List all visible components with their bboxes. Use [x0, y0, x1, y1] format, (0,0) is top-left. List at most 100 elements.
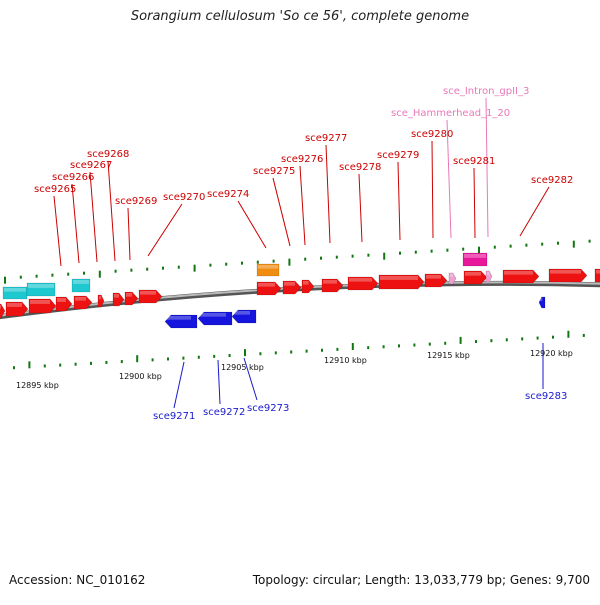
- gene-highlight: [550, 270, 581, 274]
- gene-highlight: [323, 280, 337, 284]
- leader-line: [358, 173, 363, 243]
- gene-highlight: [504, 271, 533, 275]
- ncrna-feature-arrow[interactable]: [485, 270, 493, 283]
- gene-label[interactable]: sce9275: [253, 166, 295, 177]
- leader-line: [107, 160, 116, 262]
- forward-gene-arrow[interactable]: [55, 296, 73, 312]
- ncrna-feature-arrow[interactable]: [448, 272, 457, 285]
- forward-gene-arrow[interactable]: [112, 292, 125, 307]
- genome-title: Sorangium cellulosum 'So ce 56', complet…: [130, 9, 470, 24]
- forward-gene-arrow[interactable]: [28, 298, 57, 314]
- gene-highlight: [426, 275, 441, 279]
- forward-gene-arrow[interactable]: [378, 274, 425, 290]
- gene-label[interactable]: sce9276: [281, 154, 323, 165]
- forward-gene-arrow[interactable]: [97, 294, 105, 308]
- gene-label[interactable]: sce9270: [163, 192, 205, 203]
- gene-highlight: [233, 311, 250, 315]
- feature-highlight: [73, 280, 89, 284]
- gene-label[interactable]: sce9268: [87, 149, 129, 160]
- leader-line: [127, 207, 131, 261]
- reverse-gene-arrow[interactable]: [197, 311, 233, 326]
- scale-label: 12920 kbp: [530, 349, 573, 358]
- leader-line: [299, 165, 306, 246]
- reverse-gene-arrow[interactable]: [538, 296, 546, 309]
- forward-gene-arrow[interactable]: [502, 269, 540, 284]
- feature-track: [0, 252, 600, 329]
- leader-line: [272, 177, 291, 247]
- gene-label[interactable]: sce9277: [305, 133, 347, 144]
- forward-gene-arrow[interactable]: [138, 289, 163, 304]
- forward-gene-arrow[interactable]: [0, 303, 6, 319]
- leader-line: [237, 200, 267, 249]
- feature-highlight: [28, 284, 54, 288]
- leader-line: [519, 186, 550, 237]
- gene-highlight: [465, 272, 481, 276]
- orange-feature[interactable]: [256, 263, 280, 277]
- gene-label[interactable]: sce9278: [339, 162, 381, 173]
- gene-label[interactable]: sce9282: [531, 175, 573, 186]
- reverse-gene-arrow[interactable]: [164, 314, 198, 329]
- gene-highlight: [114, 294, 120, 298]
- gene-label[interactable]: sce9272: [203, 407, 245, 418]
- gene-label[interactable]: sce9269: [115, 196, 157, 207]
- gene-label[interactable]: sce9274: [207, 189, 249, 200]
- forward-gene-arrow[interactable]: [594, 268, 600, 283]
- forward-gene-arrow[interactable]: [548, 268, 588, 283]
- feature-highlight: [4, 288, 26, 292]
- leader-line: [147, 203, 183, 257]
- gene-highlight: [75, 297, 86, 301]
- leader-line: [53, 195, 62, 267]
- accession-text: Accession: NC_010162: [9, 573, 146, 587]
- leader-line: [397, 161, 401, 241]
- leader-line: [485, 97, 489, 238]
- scale-label: 12900 kbp: [119, 372, 162, 381]
- leader-line: [173, 361, 185, 409]
- label-leader-lines: [53, 97, 550, 409]
- gene-highlight: [284, 282, 295, 286]
- gene-highlight: [349, 278, 372, 282]
- magenta-feature[interactable]: [462, 252, 488, 267]
- leader-line: [446, 119, 452, 239]
- gene-label[interactable]: sce9273: [247, 403, 289, 414]
- forward-gene-arrow[interactable]: [5, 301, 29, 317]
- gene-highlight: [126, 293, 133, 297]
- forward-gene-arrow[interactable]: [73, 295, 93, 310]
- rna-feature[interactable]: [71, 278, 91, 293]
- rna-feature[interactable]: [26, 282, 56, 297]
- forward-gene-arrow[interactable]: [256, 281, 282, 296]
- leader-line: [243, 357, 258, 401]
- gene-label[interactable]: sce9271: [153, 411, 195, 422]
- gene-highlight: [303, 281, 309, 285]
- gene-highlight: [199, 313, 226, 317]
- forward-gene-arrow[interactable]: [463, 270, 488, 285]
- gene-label[interactable]: sce9267: [70, 160, 112, 171]
- gene-highlight: [258, 283, 275, 287]
- gene-highlight: [540, 298, 543, 302]
- forward-gene-arrow[interactable]: [301, 279, 315, 294]
- gene-highlight: [0, 305, 1, 309]
- forward-gene-arrow[interactable]: [347, 276, 379, 291]
- gene-label[interactable]: sce9280: [411, 129, 453, 140]
- lower-tick-track: [13, 330, 585, 370]
- upper-tick-track: [4, 239, 591, 284]
- leader-line: [431, 140, 434, 239]
- gene-label[interactable]: sce9281: [453, 156, 495, 167]
- leader-line: [473, 167, 476, 239]
- gene-label[interactable]: sce9283: [525, 391, 567, 402]
- forward-gene-arrow[interactable]: [424, 273, 448, 288]
- gene-label[interactable]: sce9279: [377, 150, 419, 161]
- forward-gene-arrow[interactable]: [321, 278, 344, 293]
- reverse-gene-arrow[interactable]: [231, 309, 257, 324]
- forward-gene-arrow[interactable]: [282, 280, 302, 295]
- gene-highlight: [99, 296, 102, 300]
- ncrna-label[interactable]: sce_Hammerhead_1_20: [391, 108, 510, 119]
- gene-highlight: [7, 303, 22, 307]
- leader-line: [217, 359, 221, 405]
- ncrna-label[interactable]: sce_Intron_gpII_3: [443, 86, 529, 97]
- forward-gene-arrow[interactable]: [124, 291, 139, 306]
- gene-label[interactable]: sce9266: [52, 172, 94, 183]
- gene-highlight: [487, 272, 490, 276]
- gene-label[interactable]: sce9265: [34, 184, 76, 195]
